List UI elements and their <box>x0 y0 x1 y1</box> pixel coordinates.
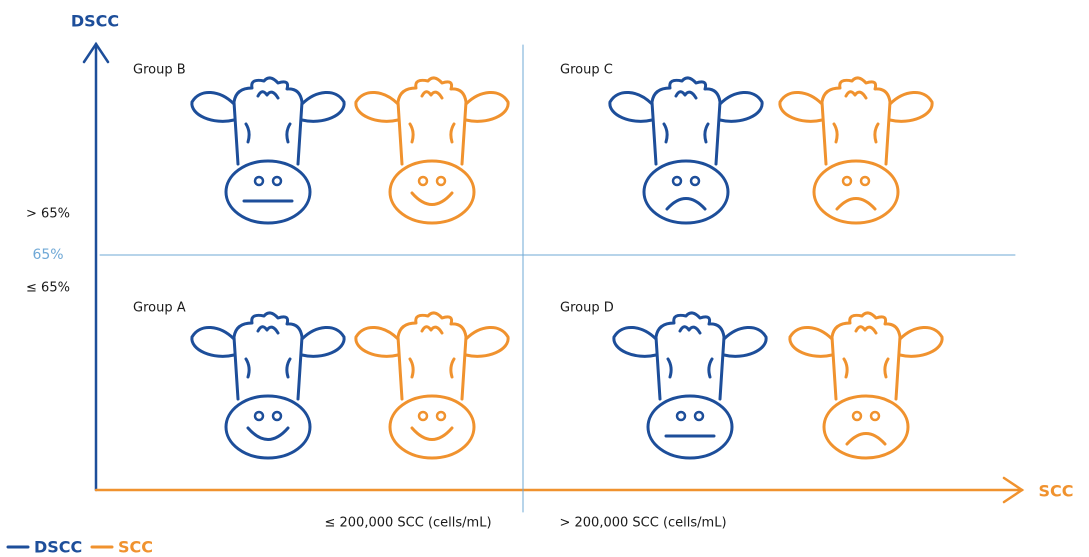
label: > 65% <box>26 207 70 222</box>
legend-label: SCC <box>118 538 153 557</box>
cow-icon <box>356 78 508 223</box>
cow-icon <box>192 78 344 223</box>
cow-icon <box>192 313 344 458</box>
threshold-label: 65% <box>32 247 63 263</box>
y-axis-label: DSCC <box>71 12 119 31</box>
label: ≤ 200,000 SCC (cells/mL) <box>324 516 491 531</box>
legend-label: DSCC <box>34 538 82 557</box>
group-label: Group A <box>133 301 186 316</box>
diagram: DSCC SCC > 65% 65% ≤ 65% ≤ 200,000 SCC (… <box>0 0 1089 557</box>
x-axis-label: SCC <box>1038 482 1073 501</box>
cow-icon <box>610 78 762 223</box>
cow-icon <box>780 78 932 223</box>
group-label: Group D <box>560 301 614 316</box>
cow-icon <box>356 313 508 458</box>
cow-icon <box>614 313 766 458</box>
cow-icon <box>790 313 942 458</box>
label: ≤ 65% <box>26 281 70 296</box>
label: > 200,000 SCC (cells/mL) <box>559 516 726 531</box>
group-label: Group B <box>133 63 186 78</box>
group-label: Group C <box>560 63 613 78</box>
